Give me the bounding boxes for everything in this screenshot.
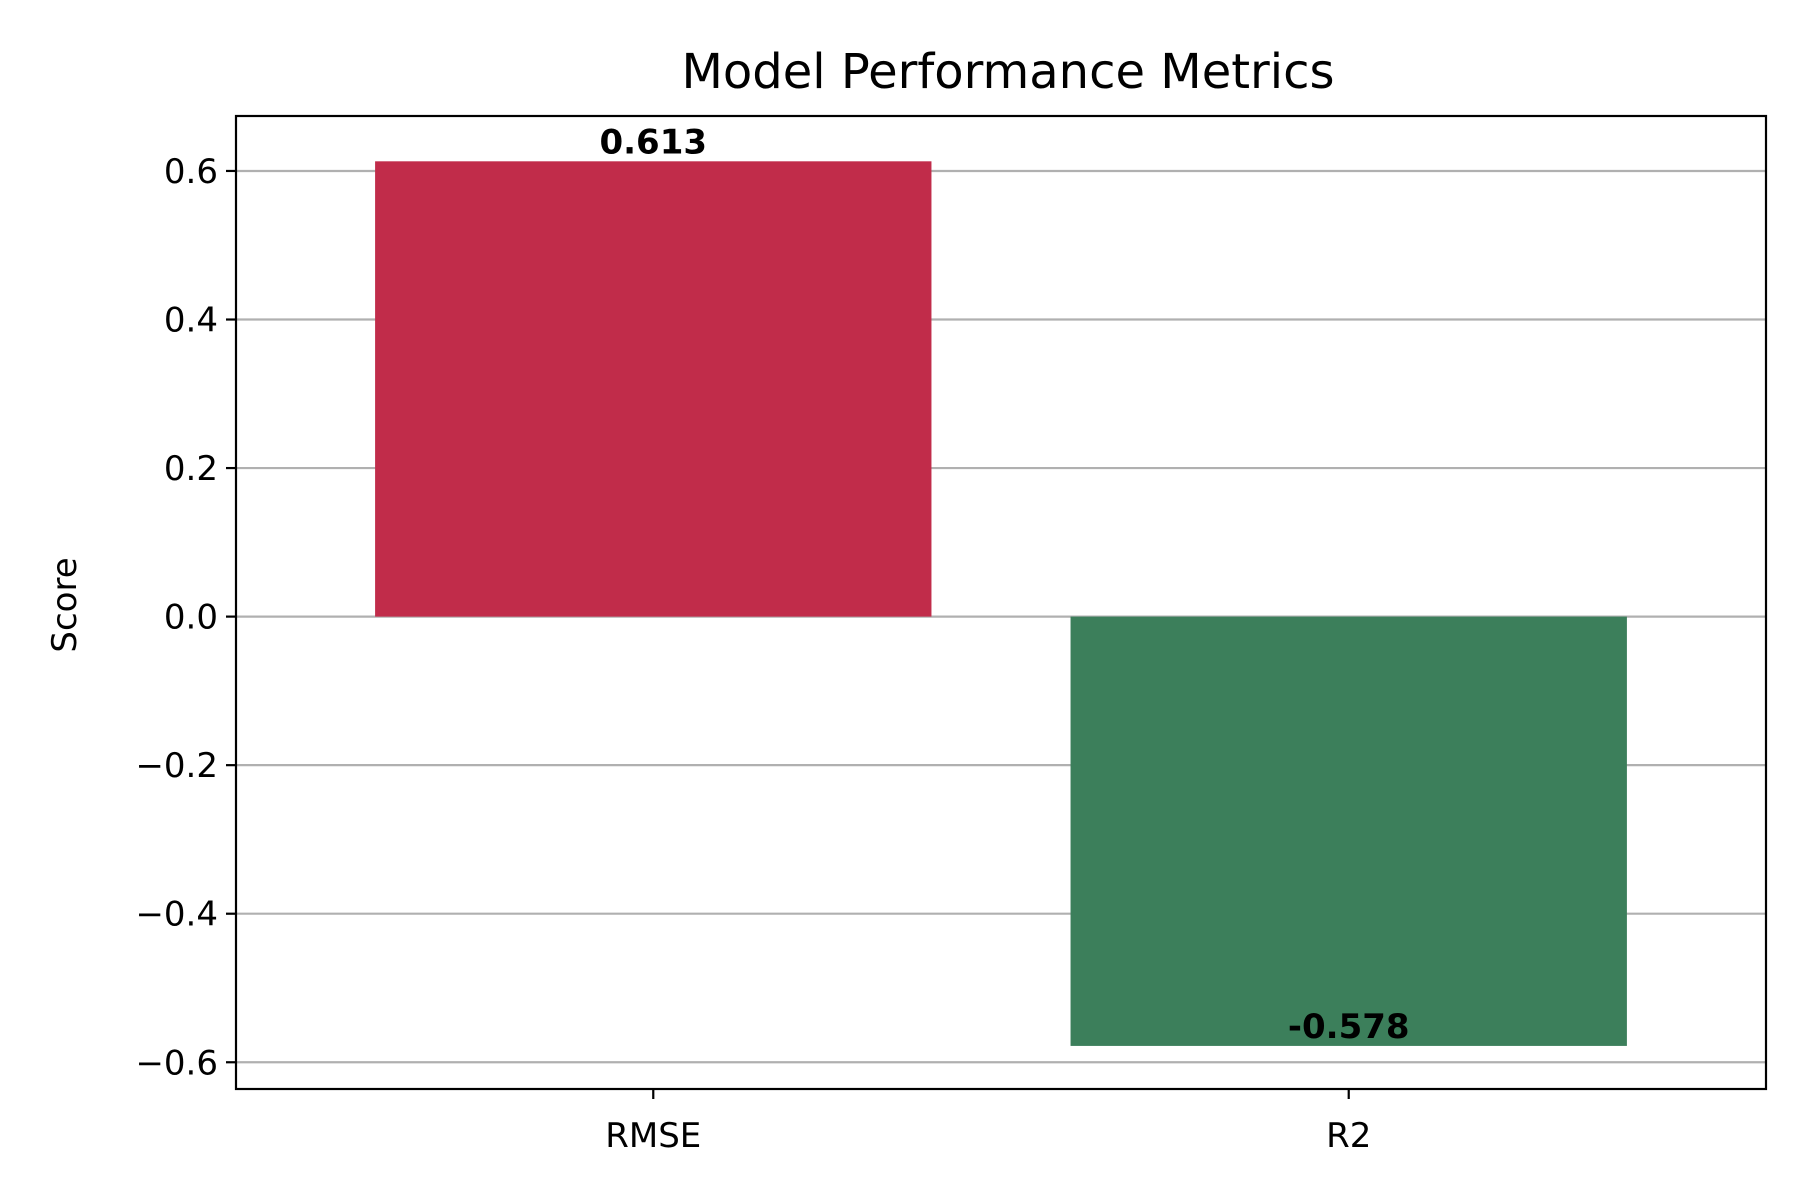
x-tick-label-rmse: RMSE <box>605 1116 701 1156</box>
y-axis-label: Score <box>45 557 85 652</box>
bars <box>375 161 1627 1046</box>
y-tick-label: 0.4 <box>164 301 218 341</box>
y-tick-label: 0.0 <box>164 598 218 638</box>
value-label-rmse: 0.613 <box>599 122 707 162</box>
y-tick-label: −0.4 <box>135 895 218 935</box>
y-tick-label: 0.6 <box>164 152 218 192</box>
x-axis-ticks: RMSE R2 <box>605 1089 1371 1156</box>
x-tick-label-r2: R2 <box>1326 1116 1371 1156</box>
y-tick-label: −0.6 <box>135 1043 218 1083</box>
y-tick-label: 0.2 <box>164 449 218 489</box>
value-label-r2: -0.578 <box>1288 1007 1410 1047</box>
chart-title: Model Performance Metrics <box>681 44 1334 100</box>
bar-rmse <box>375 161 932 617</box>
plot-frame <box>234 114 1768 1091</box>
bar-r2 <box>1070 616 1627 1046</box>
data-labels: 0.613 -0.578 <box>599 122 1409 1047</box>
y-tick-label: −0.2 <box>135 746 218 786</box>
y-axis-ticks: −0.6 −0.4 −0.2 0.0 0.2 0.4 0.6 <box>135 152 236 1083</box>
